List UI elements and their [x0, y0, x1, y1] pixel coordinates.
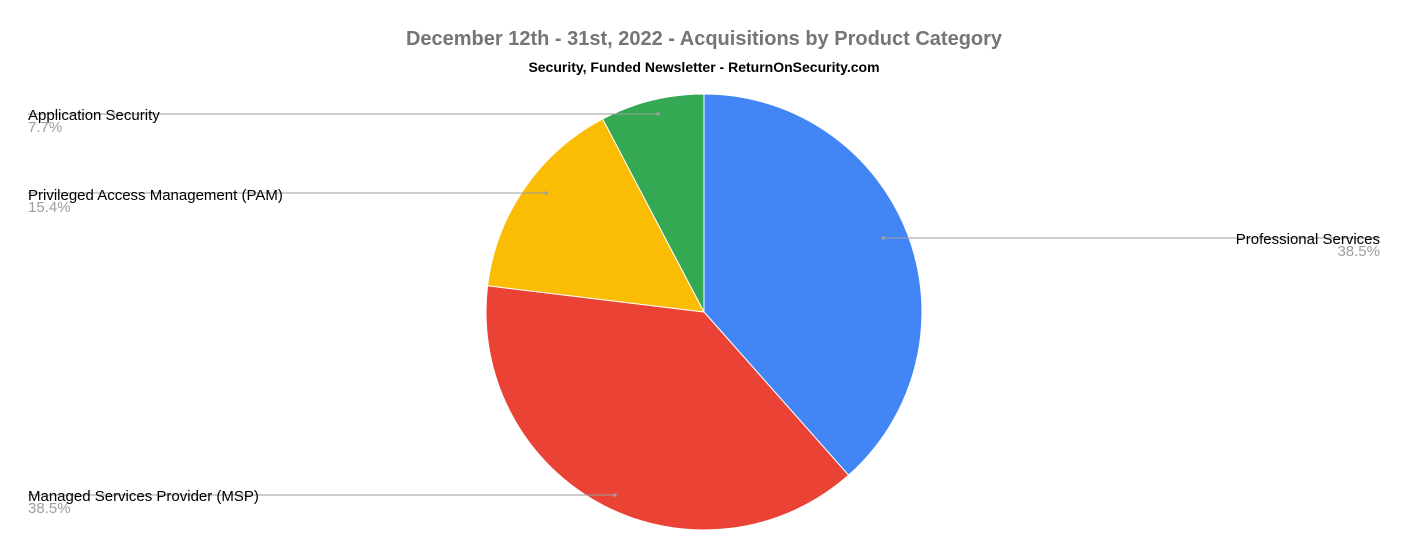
- pie-slice-professional-services[interactable]: [703, 93, 923, 476]
- slice-percent-managed-services-provider-msp: 38.5%: [28, 500, 71, 517]
- slice-label-application-security: Application Security: [28, 107, 160, 124]
- leader-dot-managed-services-provider-msp: [613, 493, 617, 497]
- pie-slice-managed-services-provider-msp[interactable]: [485, 285, 850, 531]
- leader-dot-privileged-access-management-pam: [544, 191, 548, 195]
- slice-percent-application-security: 7.7%: [28, 119, 62, 136]
- pie-slice-application-security[interactable]: [602, 93, 705, 313]
- chart-subtitle: Security, Funded Newsletter - ReturnOnSe…: [528, 59, 880, 75]
- slice-percent-professional-services: 38.5%: [1337, 243, 1380, 260]
- leader-dot-professional-services: [881, 236, 886, 240]
- chart-title: December 12th - 31st, 2022 - Acquisition…: [405, 28, 1003, 50]
- leader-dot-application-security: [656, 112, 660, 116]
- slice-label-privileged-access-management-pam: Privileged Access Management (PAM): [28, 187, 283, 204]
- slice-label-professional-services: Professional Services: [1236, 231, 1380, 248]
- slice-label-managed-services-provider-msp: Managed Services Provider (MSP): [28, 488, 259, 505]
- slice-percent-privileged-access-management-pam: 15.4%: [28, 199, 71, 216]
- pie-slice-privileged-access-management-pam[interactable]: [487, 118, 705, 313]
